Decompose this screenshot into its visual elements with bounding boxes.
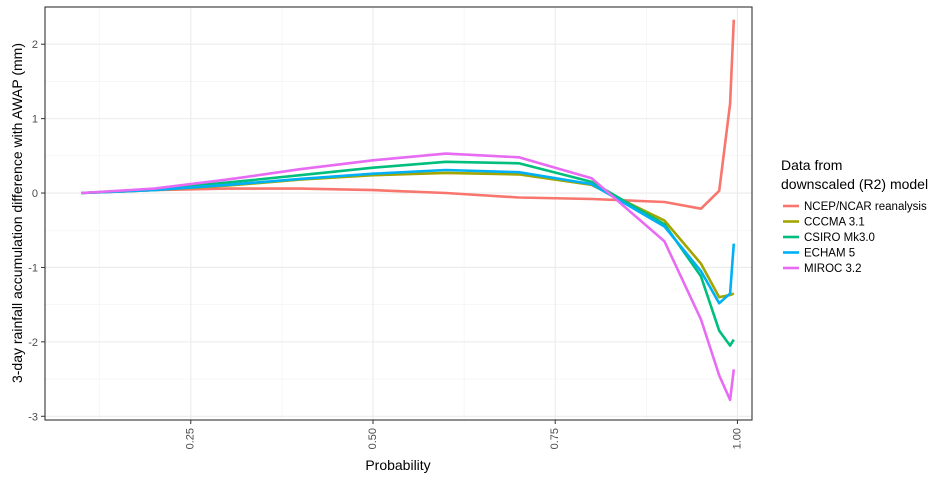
legend-title-line2: downscaled (R2) model	[781, 176, 928, 192]
x-tick-label: 0.50	[367, 428, 379, 449]
x-tick-label: 0.75	[549, 428, 561, 449]
legend-items: NCEP/NCAR reanalysis CCCMA 3.1 CSIRO Mk3.0…	[783, 201, 927, 275]
legend-label: CSIRO Mk3.0	[804, 232, 875, 244]
legend-label: MIROC 3.2	[804, 263, 862, 275]
minor-gridlines	[45, 7, 752, 420]
y-axis-title: 3-day rainfall accumulation difference w…	[9, 43, 25, 383]
legend-label: NCEP/NCAR reanalysis	[804, 201, 927, 213]
plot-border	[44, 6, 753, 421]
x-tick-label: 1.00	[731, 428, 743, 449]
y-tick-label: -3	[28, 411, 38, 423]
y-tick-label: -1	[28, 262, 38, 274]
x-axis: 0.25 0.50 0.75 1.00	[185, 420, 743, 449]
x-axis-title: Probability	[365, 457, 430, 473]
legend-label: CCCMA 3.1	[804, 217, 865, 229]
legend-label: ECHAM 5	[804, 248, 855, 260]
legend: Data from downscaled (R2) model NCEP/NCA…	[781, 157, 928, 275]
legend-title-line1: Data from	[781, 157, 842, 173]
x-tick-label: 0.25	[185, 428, 197, 449]
series-lines	[81, 19, 736, 402]
series-line-2	[81, 160, 735, 347]
y-axis: -3 -2 -1 0 1 2	[28, 39, 45, 423]
y-tick-label: 0	[32, 188, 38, 200]
y-tick-label: 1	[32, 114, 38, 126]
series-line-4	[81, 152, 736, 402]
y-tick-label: 2	[32, 39, 38, 51]
major-gridlines	[45, 7, 752, 420]
series-line-0	[81, 19, 736, 210]
y-tick-label: -2	[28, 337, 38, 349]
series-line-3	[81, 168, 736, 305]
